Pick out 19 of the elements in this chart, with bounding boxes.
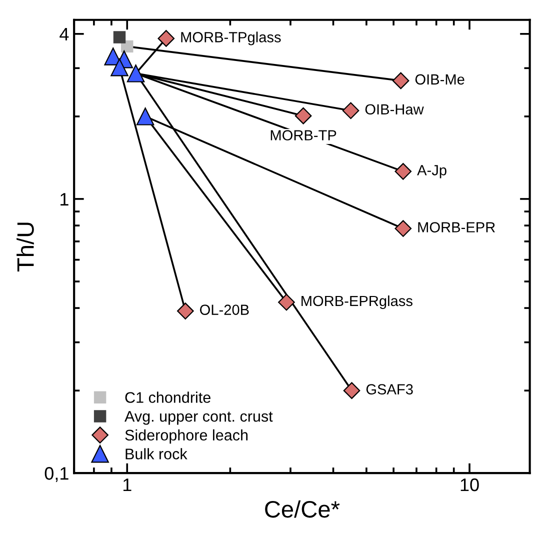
annotation: OIB-Haw [365,104,424,115]
x-tick-label: 10 [460,478,479,492]
legend-label: Siderophore leach [125,429,248,444]
annotation: A-Jp [417,165,446,178]
annotation: GSAF3 [366,384,413,394]
legend-label: Bulk rock [126,448,188,460]
annotation: OL-20B [200,304,249,315]
x-axis-title: Ce/Ce* [265,500,340,518]
legend-label: C1 chondrite [125,392,210,403]
legend-label: Avg. upper cont. crust [124,411,273,425]
y-tick-label: 0,1 [44,467,68,482]
annotation: OIB-Me [415,74,464,85]
annotation: MORB-TPglass [181,32,281,46]
annotation: MORB-EPR [418,222,495,232]
annotation: MORB-TP [270,130,336,140]
y-tick-label: 4 [60,28,69,40]
y-tick-label: 1 [60,193,68,206]
annotation: MORB-EPRglass [302,295,412,310]
y-axis-title: Th/U [16,222,34,272]
